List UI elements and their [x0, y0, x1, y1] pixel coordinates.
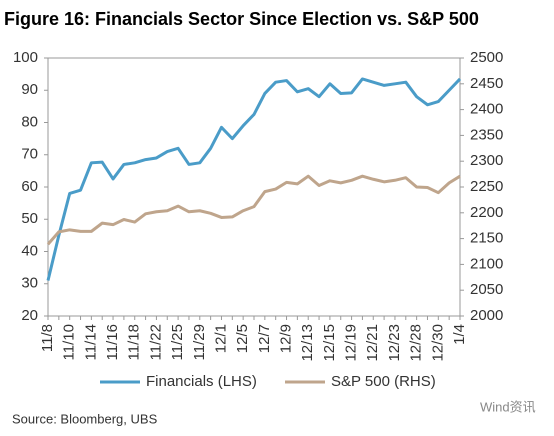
x-tick-label: 11/29	[191, 324, 208, 360]
y-tick-label: 20	[21, 307, 38, 324]
x-tick-label: 12/28	[408, 324, 425, 362]
x-tick-label: 11/16	[104, 324, 121, 360]
y2-tick-label: 2000	[470, 307, 503, 324]
x-tick-label: 11/14	[82, 324, 99, 360]
x-tick-label: 11/18	[126, 324, 143, 360]
line-series	[46, 77, 462, 281]
y-tick-label: 60	[21, 178, 38, 195]
y-tick-label: 70	[21, 146, 38, 163]
chart-title: Figure 16: Financials Sector Since Elect…	[4, 9, 479, 29]
x-tick-label: 12/7	[256, 324, 273, 353]
y-tick-label: 90	[21, 81, 38, 98]
source: Source: Bloomberg, UBS	[12, 411, 158, 426]
x-tick-label: 12/1	[212, 324, 229, 353]
y-tick-label: 30	[21, 275, 38, 292]
x-tick-label: 11/10	[61, 324, 78, 360]
plot-frame	[47, 57, 461, 317]
x-tick-label: 12/21	[364, 324, 381, 362]
y-tick-label: 40	[21, 242, 38, 259]
y-tick-label: 50	[21, 210, 38, 227]
x-tick-label: 12/5	[234, 324, 251, 353]
x-tick-label: 12/9	[277, 324, 294, 353]
x-tick-label: 12/13	[299, 324, 316, 362]
x-tick-label: 1/4	[451, 324, 468, 345]
y2-tick-label: 2350	[470, 126, 503, 143]
x-tick-label: 11/8	[39, 324, 56, 352]
x-tick-label: 12/23	[386, 324, 403, 362]
x-tick-label: 11/25	[169, 324, 186, 360]
y-tick-label: 100	[13, 49, 38, 66]
x-tick-label: 11/22	[147, 324, 164, 360]
y2-tick-label: 2050	[470, 281, 503, 298]
y2-tick-label: 2200	[470, 204, 503, 221]
watermark: Wind资讯	[480, 399, 536, 414]
legend-label: S&P 500 (RHS)	[331, 373, 436, 390]
y-tick-label: 80	[21, 113, 38, 130]
line-series	[46, 174, 461, 246]
y2-tick-label: 2100	[470, 255, 503, 272]
y2-tick-label: 2500	[470, 49, 503, 66]
y2-tick-label: 2150	[470, 230, 503, 247]
y2-tick-label: 2250	[470, 178, 503, 195]
y2-tick-label: 2450	[470, 75, 503, 92]
y2-tick-label: 2400	[470, 101, 503, 118]
x-tick-label: 12/15	[321, 324, 338, 362]
y2-tick-label: 2300	[470, 152, 503, 169]
x-tick-label: 12/30	[429, 324, 446, 362]
x-tick-label: 12/19	[343, 324, 360, 362]
legend-label: Financials (LHS)	[146, 373, 257, 390]
